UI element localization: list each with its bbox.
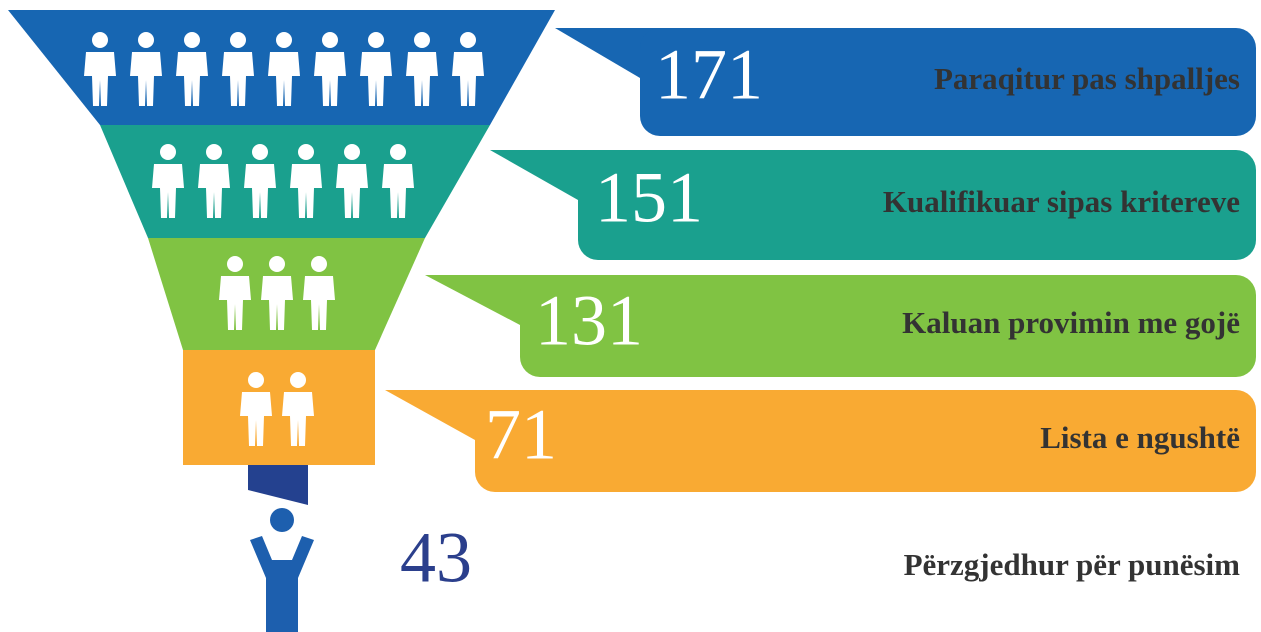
person-body [198, 164, 230, 218]
callout-box [520, 275, 1256, 377]
person-icon [219, 256, 251, 330]
person-head [160, 144, 176, 160]
stage-value: 151 [595, 158, 703, 238]
person-head [248, 372, 264, 388]
person-head [460, 32, 476, 48]
person-body [360, 52, 392, 106]
person-icon [452, 32, 484, 106]
person-body [244, 164, 276, 218]
person-icon [382, 144, 414, 218]
person-icon [130, 32, 162, 106]
person-head [414, 32, 430, 48]
person-body [406, 52, 438, 106]
person-head [368, 32, 384, 48]
person-head [298, 144, 314, 160]
person-icon [360, 32, 392, 106]
person-body [130, 52, 162, 106]
person-icon [240, 372, 272, 446]
person-head [322, 32, 338, 48]
person-icon [244, 144, 276, 218]
person-icon [222, 32, 254, 106]
person-icon [282, 372, 314, 446]
person-body [222, 52, 254, 106]
person-head [230, 32, 246, 48]
stage-label: Lista e ngushtë [1040, 420, 1240, 455]
person-head [227, 256, 243, 272]
callout-box [578, 150, 1256, 260]
person-icon [303, 256, 335, 330]
person-head [138, 32, 154, 48]
funnel-neck [248, 465, 308, 505]
person-head [276, 32, 292, 48]
result-value: 43 [400, 518, 472, 598]
stage-label: Kualifikuar sipas kritereve [883, 184, 1240, 219]
person-body [219, 276, 251, 330]
stage-label: Paraqitur pas shpalljes [934, 61, 1240, 96]
result-label: Përzgjedhur për punësim [904, 547, 1241, 582]
person-body [176, 52, 208, 106]
person-icon [268, 32, 300, 106]
person-head [184, 32, 200, 48]
person-icon [261, 256, 293, 330]
person-head [311, 256, 327, 272]
person-head [269, 256, 285, 272]
person-body [84, 52, 116, 106]
callout-box [475, 390, 1256, 492]
callout-box [640, 28, 1256, 136]
stage-value: 131 [535, 281, 643, 361]
person-body [336, 164, 368, 218]
person-icon [336, 144, 368, 218]
person-body [240, 392, 272, 446]
person-body [382, 164, 414, 218]
person-icon [250, 508, 314, 632]
person-body [290, 164, 322, 218]
stage-value: 71 [485, 395, 557, 475]
person-icon [176, 32, 208, 106]
person-head [252, 144, 268, 160]
stage-label: Kaluan provimin me gojë [902, 305, 1240, 340]
person-body [303, 276, 335, 330]
person-head [344, 144, 360, 160]
person-body [314, 52, 346, 106]
person-icon [290, 144, 322, 218]
stage-value: 171 [655, 35, 763, 115]
person-icon [198, 144, 230, 218]
person-body [261, 276, 293, 330]
funnel-band [183, 350, 375, 465]
person-icon [84, 32, 116, 106]
person-icon [152, 144, 184, 218]
person-head [290, 372, 306, 388]
person-body [452, 52, 484, 106]
person-head [390, 144, 406, 160]
person-icon [406, 32, 438, 106]
person-head [92, 32, 108, 48]
person-body [282, 392, 314, 446]
person-head [206, 144, 222, 160]
person-body [268, 52, 300, 106]
person-body [152, 164, 184, 218]
person-icon [314, 32, 346, 106]
